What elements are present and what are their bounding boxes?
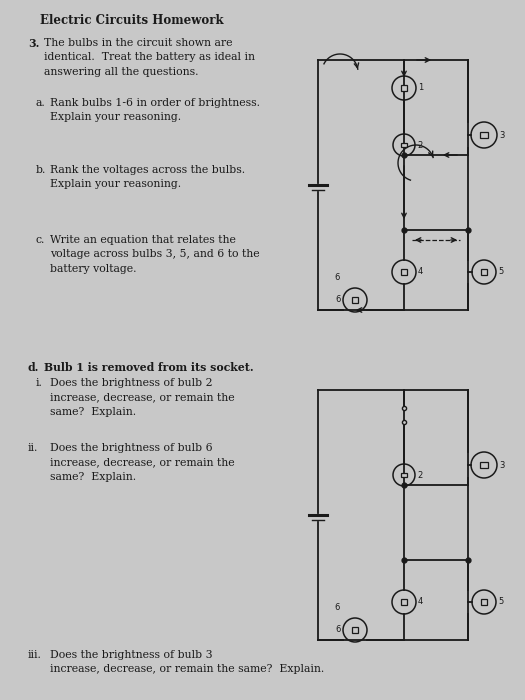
Text: Bulb 1 is removed from its socket.: Bulb 1 is removed from its socket. — [44, 362, 254, 373]
Text: i.: i. — [36, 378, 43, 388]
Bar — [401, 85, 407, 91]
Text: 6: 6 — [334, 274, 340, 283]
Text: Write an equation that relates the
voltage across bulbs 3, 5, and 6 to the
batte: Write an equation that relates the volta… — [50, 235, 260, 274]
Text: Rank bulbs 1-6 in order of brightness.
Explain your reasoning.: Rank bulbs 1-6 in order of brightness. E… — [50, 98, 260, 122]
Text: d.: d. — [28, 362, 39, 373]
Text: 4: 4 — [418, 267, 423, 276]
Text: 5: 5 — [498, 267, 503, 276]
Text: 6: 6 — [334, 603, 340, 612]
Bar — [401, 473, 407, 477]
Text: 6: 6 — [335, 626, 341, 634]
Text: iii.: iii. — [28, 650, 42, 660]
Text: Does the brightness of bulb 3
increase, decrease, or remain the same?  Explain.: Does the brightness of bulb 3 increase, … — [50, 650, 324, 674]
Text: 2: 2 — [417, 141, 422, 150]
Bar — [401, 599, 407, 605]
Text: 1: 1 — [418, 83, 423, 92]
Text: Does the brightness of bulb 2
increase, decrease, or remain the
same?  Explain.: Does the brightness of bulb 2 increase, … — [50, 378, 235, 416]
Bar — [352, 298, 358, 302]
Text: 3: 3 — [499, 461, 505, 470]
Text: b.: b. — [36, 165, 46, 175]
Text: c.: c. — [36, 235, 45, 245]
Bar — [401, 270, 407, 274]
Text: 6: 6 — [335, 295, 341, 304]
Text: Does the brightness of bulb 6
increase, decrease, or remain the
same?  Explain.: Does the brightness of bulb 6 increase, … — [50, 443, 235, 482]
Bar — [352, 627, 358, 633]
Bar — [481, 270, 487, 274]
Text: The bulbs in the circuit shown are
identical.  Treat the battery as ideal in
ans: The bulbs in the circuit shown are ident… — [44, 38, 255, 77]
Bar — [481, 599, 487, 605]
Text: 3: 3 — [499, 130, 505, 139]
Bar — [401, 143, 407, 148]
Text: 4: 4 — [418, 598, 423, 606]
Text: Electric Circuits Homework: Electric Circuits Homework — [40, 14, 224, 27]
Text: Rank the voltages across the bulbs.
Explain your reasoning.: Rank the voltages across the bulbs. Expl… — [50, 165, 245, 190]
Text: a.: a. — [36, 98, 46, 108]
Bar — [480, 132, 488, 138]
Bar — [480, 462, 488, 468]
Text: 3.: 3. — [28, 38, 39, 49]
Text: ii.: ii. — [28, 443, 38, 453]
Text: 5: 5 — [498, 598, 503, 606]
Text: 2: 2 — [417, 470, 422, 480]
